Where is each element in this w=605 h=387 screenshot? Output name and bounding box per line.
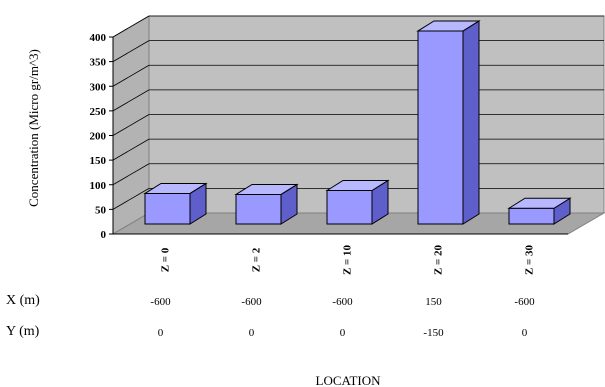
category-label: Z = 30: [524, 244, 536, 275]
category-label: Z = 10: [342, 244, 354, 275]
bar-top: [507, 197, 572, 209]
bar: [143, 182, 208, 225]
y-coordinate-value: -150: [423, 327, 444, 339]
y-tick-labels: 0 50 100 150 200 250 300 350 400: [90, 32, 107, 241]
x-axis-label: LOCATION: [316, 373, 382, 387]
bar-side: [462, 20, 480, 225]
chart-bars: [143, 20, 572, 225]
bar: [416, 20, 481, 225]
bar-front: [144, 192, 191, 225]
bar-top: [416, 20, 481, 32]
y-row-header: Y (m): [6, 324, 40, 339]
gridline-side: [112, 188, 150, 210]
x-coordinate-value: -600: [514, 296, 535, 308]
y-tick-label: 150: [90, 155, 107, 167]
bar: [507, 197, 572, 225]
y-tick-label: 300: [90, 81, 107, 93]
gridline-side: [112, 64, 150, 87]
bar-front: [235, 193, 282, 225]
x-coordinate-value: -600: [150, 296, 171, 308]
y-tick-label: 250: [90, 106, 107, 118]
x-coordinate-value: -600: [332, 296, 353, 308]
chart-y-axis: [109, 36, 568, 235]
gridline-side: [112, 138, 150, 161]
x-coordinate-value: -600: [241, 296, 262, 308]
gridline-side: [112, 89, 150, 112]
category-label: Z = 20: [433, 244, 445, 275]
y-tick-label: 200: [90, 131, 107, 143]
bar-top: [234, 183, 299, 195]
bar: [325, 179, 390, 225]
category-label: Z = 0: [160, 247, 172, 272]
bar-front: [326, 190, 373, 225]
x-row-header: X (m): [6, 293, 40, 308]
gridline-side: [112, 163, 150, 186]
y-axis-label: Concentration (Micro gr/m^3): [26, 49, 41, 207]
y-tick-label: 400: [90, 32, 107, 44]
gridline-side: [112, 15, 150, 38]
y-tick-label: 350: [90, 57, 107, 69]
bar-top: [325, 180, 390, 192]
category-labels: Z = 0 Z = 2 Z = 10 Z = 20 Z = 30: [160, 244, 536, 275]
bar-front: [508, 207, 555, 225]
x-coordinate-value: 150: [425, 296, 442, 308]
bar: [234, 183, 299, 225]
gridline-side: [112, 40, 150, 62]
y-coordinate-value: 0: [522, 327, 528, 339]
y-coordinate-value: 0: [158, 327, 164, 339]
gridline-side: [112, 114, 150, 136]
bar-top: [143, 182, 208, 194]
y-coordinate-row: 0 0 0 -150 0: [158, 327, 528, 339]
category-label: Z = 2: [251, 247, 263, 272]
x-coordinate-row: -600 -600 -600 150 -600: [150, 296, 535, 308]
y-coordinate-value: 0: [340, 327, 346, 339]
bar-front: [417, 30, 464, 225]
y-tick-label: 100: [90, 180, 107, 192]
y-tick-label: 50: [95, 204, 107, 216]
y-coordinate-value: 0: [249, 327, 255, 339]
y-tick-label: 0: [101, 229, 107, 241]
chart-gridlines: [112, 15, 604, 210]
